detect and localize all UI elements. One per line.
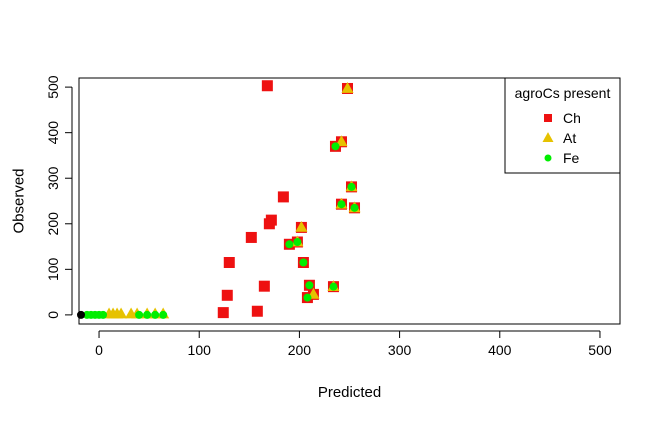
fe-legend-marker: [544, 154, 552, 162]
ch-point: [245, 231, 257, 243]
at-point: [295, 220, 308, 232]
legend-box: [504, 77, 621, 174]
legend-label: At: [563, 130, 576, 146]
fe-point: [337, 200, 346, 209]
legend-title: agroCs present: [515, 85, 611, 101]
fe-point: [303, 293, 312, 302]
ch-point: [261, 80, 273, 92]
x-tick-label: 300: [388, 342, 412, 358]
x-tick-label: 400: [488, 342, 512, 358]
legend-items: Ch At Fe: [542, 110, 581, 166]
fe-point: [299, 258, 308, 267]
x-axis-title: Predicted: [318, 384, 381, 401]
y-tick-label: 100: [45, 257, 61, 281]
fe-point: [99, 310, 108, 319]
fe-point: [347, 182, 356, 191]
fe-point: [143, 310, 152, 319]
ch-point: [251, 305, 263, 317]
y-tick-label: 400: [45, 121, 61, 145]
x-tick-label: 100: [188, 342, 212, 358]
x-tick-label: 0: [95, 342, 103, 358]
ch-point: [277, 191, 289, 203]
fe-point: [285, 240, 294, 249]
y-tick-label: 300: [45, 166, 61, 190]
legend-label: Fe: [563, 150, 580, 166]
ch-legend-marker: [544, 114, 552, 122]
fe-point: [331, 142, 340, 151]
y-axis: 0 100 200 300 400 500: [45, 75, 73, 319]
fe-point: [159, 310, 168, 319]
fe-point: [151, 310, 160, 319]
x-axis: 0 100 200 300 400 500: [95, 330, 612, 358]
fe-point: [350, 203, 359, 212]
data-points: [77, 80, 361, 319]
y-tick-label: 200: [45, 212, 61, 236]
ch-point: [258, 280, 270, 292]
at-legend-marker: [542, 132, 554, 142]
legend-label: Ch: [563, 110, 581, 126]
x-tick-label: 200: [288, 342, 312, 358]
y-tick-label: 0: [45, 311, 61, 319]
at-point: [341, 81, 354, 93]
fe-point: [329, 282, 338, 291]
y-axis-title: Observed: [11, 168, 28, 233]
legend: agroCs present Ch At Fe: [504, 77, 621, 174]
ch-point: [223, 257, 235, 268]
circle-point: [77, 310, 86, 319]
fe-point: [135, 310, 144, 319]
y-tick-label: 500: [45, 75, 61, 99]
plot-frame: [78, 77, 621, 325]
at-point: [115, 307, 128, 319]
ch-point: [217, 307, 229, 319]
at-point: [335, 135, 348, 147]
fe-point: [305, 281, 314, 290]
ch-point: [221, 289, 233, 301]
fe-point: [293, 238, 302, 246]
ch-point: [263, 218, 275, 230]
x-tick-label: 500: [588, 342, 612, 358]
